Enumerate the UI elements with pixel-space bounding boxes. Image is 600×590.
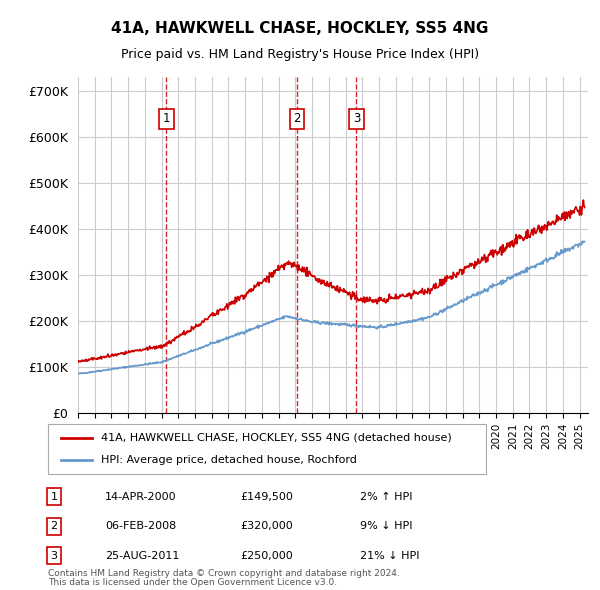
Text: 06-FEB-2008: 06-FEB-2008	[105, 522, 176, 531]
Text: Contains HM Land Registry data © Crown copyright and database right 2024.: Contains HM Land Registry data © Crown c…	[48, 569, 400, 578]
Text: £149,500: £149,500	[240, 492, 293, 502]
Text: 14-APR-2000: 14-APR-2000	[105, 492, 176, 502]
FancyBboxPatch shape	[48, 424, 486, 474]
Text: Price paid vs. HM Land Registry's House Price Index (HPI): Price paid vs. HM Land Registry's House …	[121, 48, 479, 61]
Text: 3: 3	[353, 112, 360, 125]
Text: 25-AUG-2011: 25-AUG-2011	[105, 551, 179, 560]
Text: £320,000: £320,000	[240, 522, 293, 531]
Text: 1: 1	[50, 492, 58, 502]
Text: 21% ↓ HPI: 21% ↓ HPI	[360, 551, 419, 560]
Text: 3: 3	[50, 551, 58, 560]
Text: 2: 2	[293, 112, 301, 125]
Text: 1: 1	[163, 112, 170, 125]
Text: 9% ↓ HPI: 9% ↓ HPI	[360, 522, 413, 531]
Text: HPI: Average price, detached house, Rochford: HPI: Average price, detached house, Roch…	[101, 455, 356, 465]
Text: 2% ↑ HPI: 2% ↑ HPI	[360, 492, 413, 502]
Text: £250,000: £250,000	[240, 551, 293, 560]
Text: 41A, HAWKWELL CHASE, HOCKLEY, SS5 4NG: 41A, HAWKWELL CHASE, HOCKLEY, SS5 4NG	[112, 21, 488, 35]
Text: 2: 2	[50, 522, 58, 531]
Text: This data is licensed under the Open Government Licence v3.0.: This data is licensed under the Open Gov…	[48, 578, 337, 587]
Text: 41A, HAWKWELL CHASE, HOCKLEY, SS5 4NG (detached house): 41A, HAWKWELL CHASE, HOCKLEY, SS5 4NG (d…	[101, 432, 451, 442]
